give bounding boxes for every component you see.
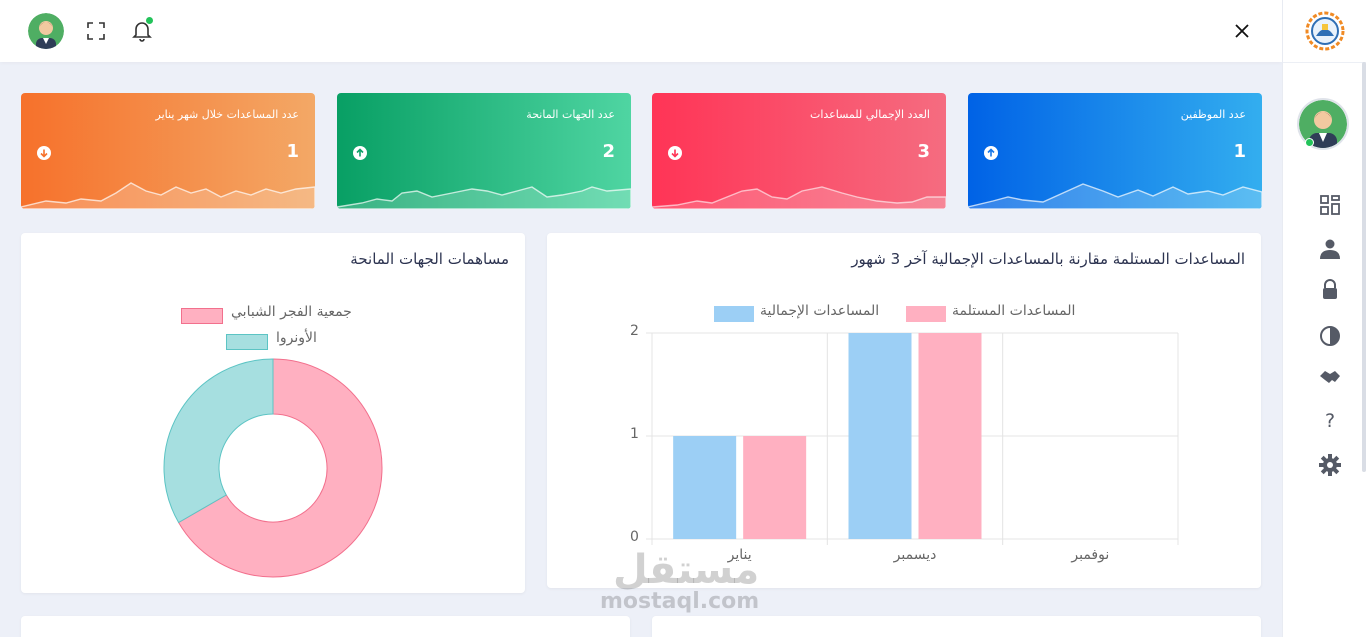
fullscreen-icon[interactable]	[87, 22, 105, 40]
legend-label: الأونروا	[276, 330, 317, 346]
stat-card-january-aid[interactable]: عدد المساعدات خلال شهر يناير 1	[21, 93, 315, 209]
bar-chart-svg	[646, 332, 1179, 545]
stat-value: 2	[602, 141, 615, 162]
stat-value: 1	[286, 141, 299, 162]
legend-swatch	[906, 306, 946, 322]
legend-swatch	[714, 306, 754, 322]
notification-dot	[146, 17, 153, 24]
legend-label: المساعدات المستلمة	[952, 303, 1076, 319]
user-avatar[interactable]	[28, 13, 64, 49]
watermark-english: mostaql.com	[600, 589, 760, 614]
sidebar: ?	[1282, 0, 1366, 637]
x-tick-label: ديسمبر	[893, 547, 937, 563]
legend-label: جمعية الفجر الشبابي	[231, 304, 352, 320]
stat-label: العدد الإجمالي للمساعدات	[809, 108, 930, 121]
bar[interactable]	[743, 436, 807, 539]
stat-label: عدد الجهات المانحة	[526, 108, 615, 121]
bar[interactable]	[918, 333, 982, 539]
donut-chart-panel: مساهمات الجهات المانحة جمعية الفجر الشبا…	[21, 233, 525, 593]
arrow-down-icon	[668, 146, 682, 160]
app-logo[interactable]	[1305, 10, 1345, 52]
y-tick-label: 2	[630, 323, 639, 339]
bottom-panel-left	[21, 616, 630, 637]
legend-swatch	[181, 308, 223, 324]
panel-title: مساهمات الجهات المانحة	[350, 250, 509, 268]
donut-svg	[163, 358, 383, 578]
sidebar-scrollbar[interactable]	[1362, 62, 1366, 472]
stat-card-donors[interactable]: عدد الجهات المانحة 2	[337, 93, 631, 209]
dashboard-icon[interactable]	[1319, 194, 1341, 216]
stat-value: 3	[917, 141, 930, 162]
legend-swatch	[226, 334, 268, 350]
lock-icon[interactable]	[1319, 278, 1341, 300]
user-icon[interactable]	[1319, 238, 1341, 260]
arrow-up-icon	[353, 146, 367, 160]
sparkline	[337, 186, 631, 209]
bell-icon[interactable]	[132, 20, 152, 42]
online-status-dot	[1305, 138, 1314, 147]
stat-label: عدد الموظفين	[1180, 108, 1246, 121]
stat-card-employees[interactable]: عدد الموظفين 1	[968, 93, 1262, 209]
close-icon[interactable]	[1233, 22, 1251, 40]
stat-value: 1	[1233, 141, 1246, 162]
pie-icon[interactable]	[1319, 325, 1341, 347]
donut-slice[interactable]	[177, 358, 383, 578]
stat-label: عدد المساعدات خلال شهر يناير	[155, 108, 299, 121]
panel-title: المساعدات المستلمة مقارنة بالمساعدات الإ…	[851, 250, 1245, 268]
watermark-arabic: مستقل	[612, 547, 760, 593]
bottom-panel-right	[652, 616, 1261, 637]
handshake-icon[interactable]	[1319, 366, 1341, 388]
x-tick-label: يناير	[727, 547, 752, 563]
sparkline	[21, 182, 315, 209]
y-tick-label: 1	[630, 426, 639, 442]
sparkline	[652, 186, 946, 209]
help-icon[interactable]: ?	[1324, 410, 1336, 432]
bar[interactable]	[673, 436, 737, 539]
bar[interactable]	[848, 333, 912, 539]
legend-label: المساعدات الإجمالية	[760, 303, 880, 319]
arrow-up-icon	[984, 146, 998, 160]
sidebar-divider	[1283, 62, 1366, 63]
stat-card-total-aid[interactable]: العدد الإجمالي للمساعدات 3	[652, 93, 946, 209]
sparkline	[968, 183, 1262, 209]
y-tick-label: 0	[630, 529, 639, 545]
bar-chart-panel: المساعدات المستلمة مقارنة بالمساعدات الإ…	[547, 233, 1261, 588]
x-tick-label: نوفمبر	[1071, 547, 1110, 563]
arrow-down-icon	[37, 146, 51, 160]
top-bar	[0, 0, 1282, 62]
donut-slice[interactable]	[163, 358, 274, 524]
watermark: مستقل mostaql.com	[600, 547, 760, 614]
gear-icon[interactable]	[1319, 454, 1341, 476]
